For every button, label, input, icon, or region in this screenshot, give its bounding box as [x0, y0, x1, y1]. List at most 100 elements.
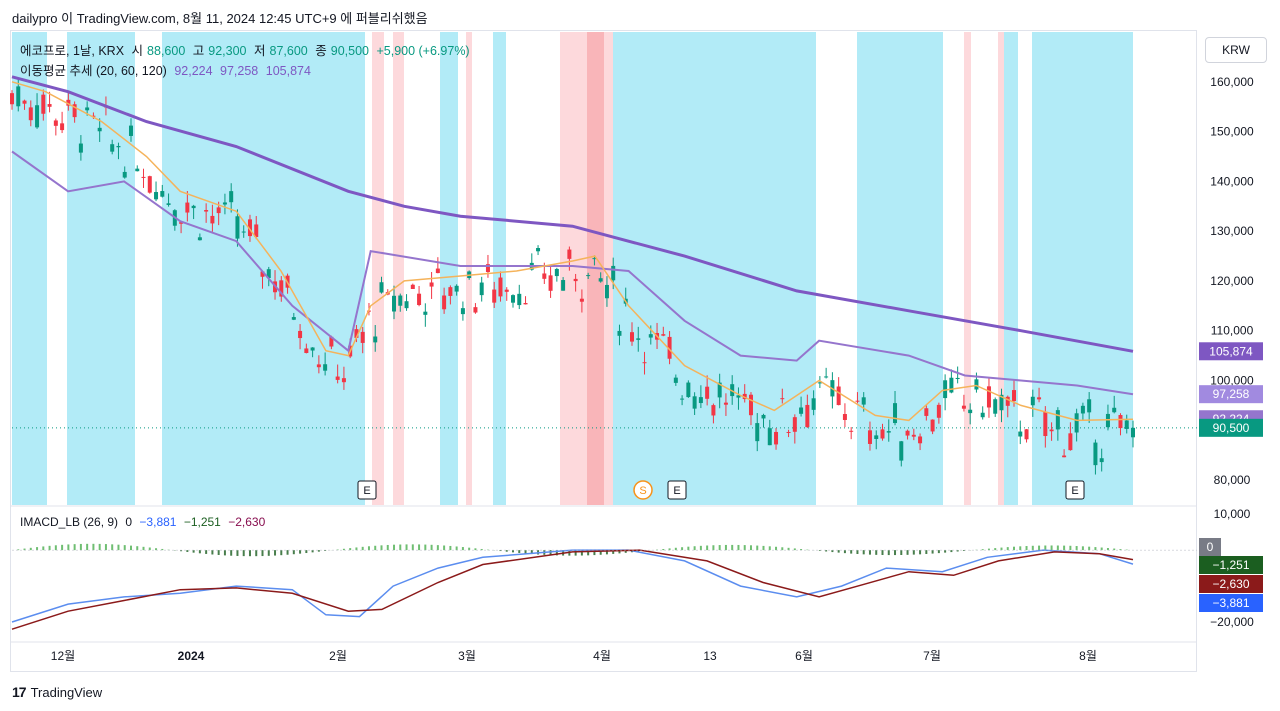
cyan-band	[1032, 32, 1133, 505]
candle-body	[1049, 429, 1054, 432]
candle-body	[323, 364, 328, 371]
candle-body	[986, 386, 991, 408]
candle-body	[423, 311, 428, 315]
candle-body	[742, 393, 747, 400]
candle-body	[611, 265, 616, 281]
candle-body	[748, 394, 753, 416]
time-tick-label: 7월	[923, 649, 941, 663]
price-tick-label: 120,000	[1210, 274, 1254, 288]
cyan-band	[67, 32, 135, 505]
candle-body	[511, 295, 516, 303]
candle-body	[392, 295, 397, 312]
pink-band	[466, 32, 472, 505]
candle-body	[241, 231, 246, 233]
macd-v1: −3,881	[139, 515, 177, 529]
candle-body	[561, 280, 566, 291]
candle-body	[1012, 390, 1017, 402]
cyan-band	[493, 32, 506, 505]
earnings-marker-icon[interactable]	[667, 480, 687, 500]
candle-body	[705, 386, 710, 399]
earnings-marker-icon[interactable]	[1065, 480, 1085, 500]
candle-body	[448, 287, 453, 296]
candle-body	[154, 192, 159, 200]
candle-body	[229, 191, 234, 203]
candle-body	[1124, 420, 1129, 429]
candle-body	[817, 382, 822, 384]
candle-body	[97, 127, 102, 132]
candle-body	[723, 402, 728, 405]
candle-body	[72, 104, 77, 118]
candle-body	[492, 289, 497, 303]
pink-band	[560, 32, 587, 505]
ma60-value: 97,258	[220, 64, 259, 78]
macd-v2: −1,251	[183, 515, 221, 529]
candle-body	[943, 380, 948, 399]
candle-body	[673, 377, 678, 383]
candle-body	[554, 268, 559, 277]
candle-body	[1055, 410, 1060, 430]
candle-body	[961, 405, 966, 409]
candle-body	[310, 347, 315, 351]
candle-body	[147, 176, 152, 193]
time-tick-label: 8월	[1079, 649, 1097, 663]
price-badge-label: 105,874	[1209, 344, 1253, 358]
chart-frame[interactable]	[10, 30, 1197, 672]
candle-body	[918, 436, 923, 444]
candle-body	[523, 303, 528, 305]
candle-body	[811, 398, 816, 410]
candle-body	[1018, 431, 1023, 437]
tradingview-logo-icon: 17	[12, 684, 27, 700]
candle-body	[824, 376, 829, 378]
candle-body	[1074, 413, 1079, 433]
candle-body	[792, 417, 797, 432]
candle-body	[1062, 455, 1067, 458]
ma20-value: 92,224	[174, 64, 213, 78]
candle-body	[191, 205, 196, 209]
candle-body	[579, 298, 584, 302]
split-marker-icon[interactable]	[633, 480, 653, 500]
cyan-band	[857, 32, 943, 505]
candle-body	[767, 428, 772, 446]
time-tick-label: 6월	[795, 649, 813, 663]
pink-band	[393, 32, 404, 505]
currency-button[interactable]: KRW	[1205, 37, 1267, 63]
candle-body	[479, 282, 484, 296]
candle-body	[661, 334, 666, 336]
candle-body	[66, 99, 71, 106]
candle-body	[247, 219, 252, 237]
candle-body	[498, 277, 503, 297]
candle-body	[316, 364, 321, 368]
time-tick-label: 12월	[51, 649, 75, 663]
candle-body	[373, 336, 378, 343]
low-label: 저	[254, 44, 266, 58]
macd-label: IMACD_LB (26, 9)	[20, 515, 119, 529]
macd-tick-label: 10,000	[1214, 507, 1251, 521]
candle-body	[91, 115, 96, 117]
candle-body	[410, 284, 415, 289]
candle-body	[930, 419, 935, 432]
candle-body	[617, 330, 622, 336]
candle-body	[604, 284, 609, 299]
candle-body	[955, 377, 960, 380]
candle-body	[968, 409, 973, 414]
candle-body	[730, 384, 735, 397]
candle-body	[204, 210, 209, 212]
price-tick-label: 110,000	[1211, 324, 1254, 338]
candle-body	[642, 362, 647, 364]
candle-body	[905, 430, 910, 436]
earnings-marker-label: E	[673, 485, 680, 497]
candle-body	[22, 100, 27, 104]
time-tick-label: 2024	[178, 649, 205, 663]
candle-body	[298, 330, 303, 339]
earnings-marker-icon[interactable]	[357, 480, 377, 500]
candle-body	[949, 377, 954, 393]
macd-badge	[1199, 575, 1263, 593]
candle-body	[761, 414, 766, 419]
candle-body	[360, 331, 365, 343]
candle-body	[755, 423, 760, 442]
candle-body	[354, 329, 359, 338]
candle-body	[222, 202, 227, 205]
low-value: 87,600	[269, 44, 308, 58]
candle-body	[1068, 433, 1073, 451]
